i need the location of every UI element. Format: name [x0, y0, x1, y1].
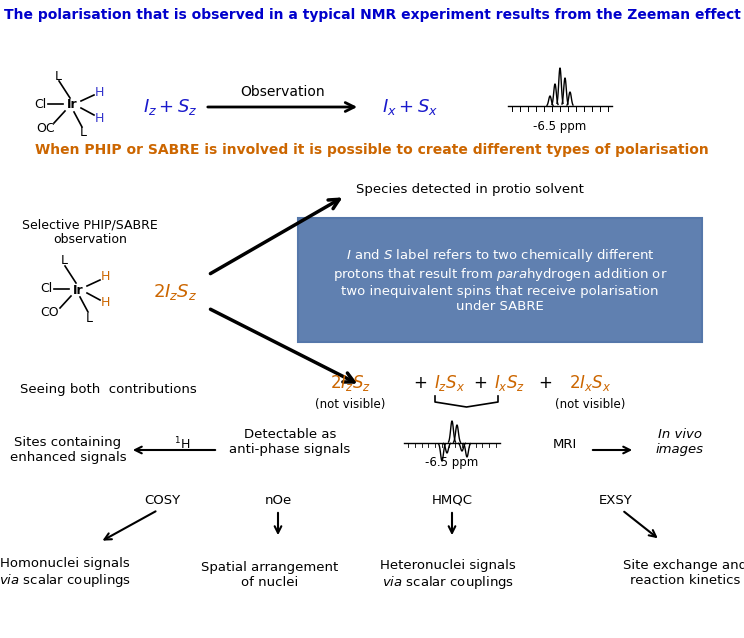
FancyBboxPatch shape: [298, 218, 702, 342]
Text: Ir: Ir: [73, 283, 83, 297]
Text: nOe: nOe: [264, 494, 292, 507]
Text: Observation: Observation: [241, 85, 325, 99]
Text: (not visible): (not visible): [315, 398, 385, 411]
Text: Sites containing
enhanced signals: Sites containing enhanced signals: [10, 436, 126, 464]
Text: L: L: [54, 70, 62, 82]
Text: OC: OC: [36, 122, 55, 135]
Text: Spatial arrangement
of nuclei: Spatial arrangement of nuclei: [202, 561, 339, 589]
Text: H: H: [94, 112, 103, 124]
Text: Species detected in protio solvent: Species detected in protio solvent: [356, 184, 584, 197]
Text: -6.5 ppm: -6.5 ppm: [426, 456, 478, 469]
Text: $\it{I}_x\it{S}_z$: $\it{I}_x\it{S}_z$: [495, 373, 525, 393]
Text: (not visible): (not visible): [555, 398, 625, 411]
Text: Heteronuclei signals
$\it{via}$ scalar couplings: Heteronuclei signals $\it{via}$ scalar c…: [380, 559, 516, 591]
Text: In vivo
images: In vivo images: [656, 428, 704, 456]
Text: $+$: $+$: [473, 374, 487, 392]
Text: $2\it{I}_x\it{S}_x$: $2\it{I}_x\it{S}_x$: [569, 373, 612, 393]
Text: $+$: $+$: [538, 374, 552, 392]
Text: H: H: [100, 297, 109, 309]
Text: MRI: MRI: [553, 438, 577, 452]
Text: H: H: [94, 85, 103, 98]
Text: $\it{I}_z + \it{S}_z$: $\it{I}_z + \it{S}_z$: [143, 97, 197, 117]
Text: $\it{I}_x + \it{S}_x$: $\it{I}_x + \it{S}_x$: [382, 97, 438, 117]
Text: $2\it{I}_z\it{S}_z$: $2\it{I}_z\it{S}_z$: [153, 282, 197, 302]
Text: $\it{I}$ and $\it{S}$ label refers to two chemically different
protons that resu: $\it{I}$ and $\it{S}$ label refers to tw…: [333, 247, 667, 313]
Text: Cl: Cl: [34, 98, 46, 110]
Text: Seeing both  contributions: Seeing both contributions: [19, 383, 196, 396]
Text: EXSY: EXSY: [599, 494, 633, 507]
Text: Cl: Cl: [40, 283, 52, 295]
Text: L: L: [86, 311, 92, 325]
Text: HMQC: HMQC: [432, 494, 472, 507]
Text: Detectable as
anti-phase signals: Detectable as anti-phase signals: [229, 428, 350, 456]
Text: H: H: [100, 271, 109, 283]
Text: $\it{I}_z\it{S}_x$: $\it{I}_z\it{S}_x$: [434, 373, 466, 393]
Text: L: L: [80, 126, 86, 140]
Text: L: L: [60, 255, 68, 267]
Text: $^1$H: $^1$H: [174, 436, 190, 452]
Text: Selective PHIP/SABRE
observation: Selective PHIP/SABRE observation: [22, 218, 158, 246]
Text: COSY: COSY: [144, 494, 180, 507]
Text: The polarisation that is observed in a typical NMR experiment results from the Z: The polarisation that is observed in a t…: [4, 8, 740, 22]
Text: When PHIP or SABRE is involved it is possible to create different types of polar: When PHIP or SABRE is involved it is pos…: [35, 143, 709, 157]
Text: -6.5 ppm: -6.5 ppm: [533, 120, 586, 133]
Text: Homonuclei signals
$\it{via}$ scalar couplings: Homonuclei signals $\it{via}$ scalar cou…: [0, 557, 131, 590]
Text: $2\it{I}_z\it{S}_z$: $2\it{I}_z\it{S}_z$: [330, 373, 371, 393]
Text: Ir: Ir: [67, 98, 77, 112]
Text: Site exchange and
reaction kinetics: Site exchange and reaction kinetics: [623, 559, 744, 587]
Text: CO: CO: [41, 306, 60, 320]
Text: $+$: $+$: [413, 374, 427, 392]
